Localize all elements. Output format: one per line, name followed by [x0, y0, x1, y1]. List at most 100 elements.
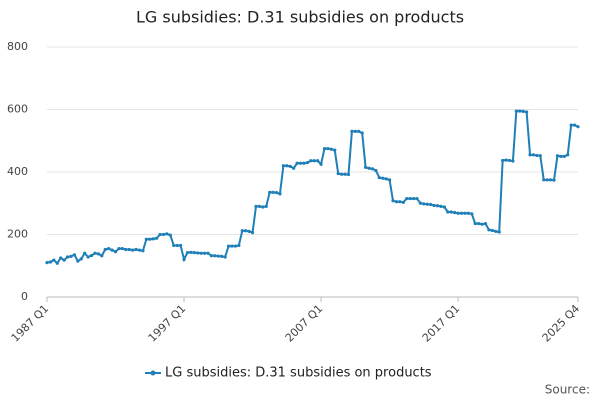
- data-point: [340, 172, 344, 176]
- data-point: [555, 154, 560, 158]
- data-point: [117, 246, 121, 251]
- data-point: [559, 154, 563, 158]
- data-point: [155, 236, 159, 240]
- data-point: [240, 229, 244, 233]
- legend-label: LG subsidies: D.31 subsidies on products: [165, 366, 432, 381]
- data-point: [59, 256, 63, 260]
- data-point: [86, 255, 90, 259]
- data-point: [576, 125, 580, 129]
- data-point: [446, 210, 450, 214]
- data-point: [322, 146, 327, 151]
- data-point: [192, 251, 196, 255]
- data-point: [113, 250, 118, 254]
- data-point: [76, 259, 80, 263]
- data-point: [247, 229, 251, 233]
- data-point: [189, 250, 193, 254]
- data-point: [151, 237, 155, 241]
- data-point: [442, 205, 446, 209]
- data-point: [398, 200, 402, 204]
- data-point: [161, 232, 166, 237]
- data-point: [535, 153, 539, 158]
- data-point: [137, 248, 142, 252]
- data-point: [62, 258, 66, 262]
- data-point: [463, 211, 467, 215]
- series-line: [46, 110, 579, 265]
- data-point: [364, 165, 368, 169]
- data-point: [278, 192, 282, 196]
- data-point: [473, 221, 477, 226]
- data-point: [552, 178, 556, 182]
- source: Source:: [545, 383, 590, 397]
- data-point: [202, 251, 207, 255]
- data-point: [230, 244, 234, 248]
- data-point: [507, 158, 512, 163]
- data-point: [185, 251, 190, 255]
- data-point: [45, 261, 49, 265]
- x-tick-label: 2025 Q4: [540, 302, 583, 345]
- data-point: [158, 232, 162, 237]
- data-point: [120, 246, 124, 251]
- data-point: [93, 251, 97, 255]
- data-point: [377, 176, 381, 180]
- data-point: [100, 254, 104, 258]
- x-tick-label: 2007 Q1: [283, 302, 326, 345]
- data-point: [521, 109, 525, 113]
- data-point: [144, 237, 148, 241]
- data-point: [405, 196, 409, 201]
- data-point: [525, 110, 529, 114]
- data-point: [456, 211, 460, 215]
- data-point: [528, 153, 532, 157]
- data-point: [504, 158, 508, 162]
- data-point: [226, 244, 231, 248]
- data-point: [281, 164, 285, 168]
- data-point: [411, 196, 416, 201]
- data-point: [514, 109, 518, 113]
- data-point: [288, 164, 292, 168]
- data-point: [408, 196, 412, 201]
- data-point: [175, 243, 179, 248]
- data-point: [264, 204, 268, 208]
- data-point: [131, 248, 135, 252]
- data-point: [52, 258, 56, 262]
- data-point: [295, 161, 299, 165]
- data-point: [353, 129, 357, 133]
- data-point: [271, 190, 275, 194]
- data-point: [233, 244, 238, 248]
- data-point: [127, 247, 131, 252]
- data-point: [134, 247, 138, 252]
- data-point: [309, 159, 313, 163]
- data-point: [250, 231, 255, 235]
- data-point: [501, 158, 505, 163]
- data-point: [435, 204, 440, 208]
- data-point: [148, 237, 152, 241]
- data-point: [418, 201, 423, 205]
- x-tick-label: 1997 Q1: [146, 302, 189, 345]
- data-point: [387, 178, 392, 182]
- data-point: [548, 178, 553, 182]
- data-point: [220, 254, 224, 258]
- data-point: [329, 147, 333, 151]
- data-point: [432, 203, 436, 208]
- data-point: [415, 196, 419, 201]
- data-point: [425, 202, 429, 206]
- data-point: [55, 261, 59, 265]
- data-point: [538, 154, 542, 158]
- data-point: [79, 257, 83, 261]
- data-point: [531, 153, 536, 157]
- data-point: [179, 243, 183, 248]
- data-point: [466, 211, 470, 215]
- x-tick-label: 2017 Q1: [420, 302, 463, 345]
- data-point: [103, 247, 107, 252]
- data-point: [83, 251, 87, 255]
- y-tick-label: 800: [7, 40, 28, 53]
- data-point: [312, 159, 316, 163]
- data-point: [545, 178, 549, 182]
- data-point: [196, 251, 200, 255]
- data-point: [333, 148, 337, 152]
- data-point: [305, 161, 309, 165]
- data-point: [350, 129, 354, 133]
- data-point: [439, 204, 443, 208]
- data-point: [357, 129, 361, 133]
- data-point: [360, 131, 364, 135]
- chart-title: LG subsidies: D.31 subsidies on products: [136, 8, 464, 27]
